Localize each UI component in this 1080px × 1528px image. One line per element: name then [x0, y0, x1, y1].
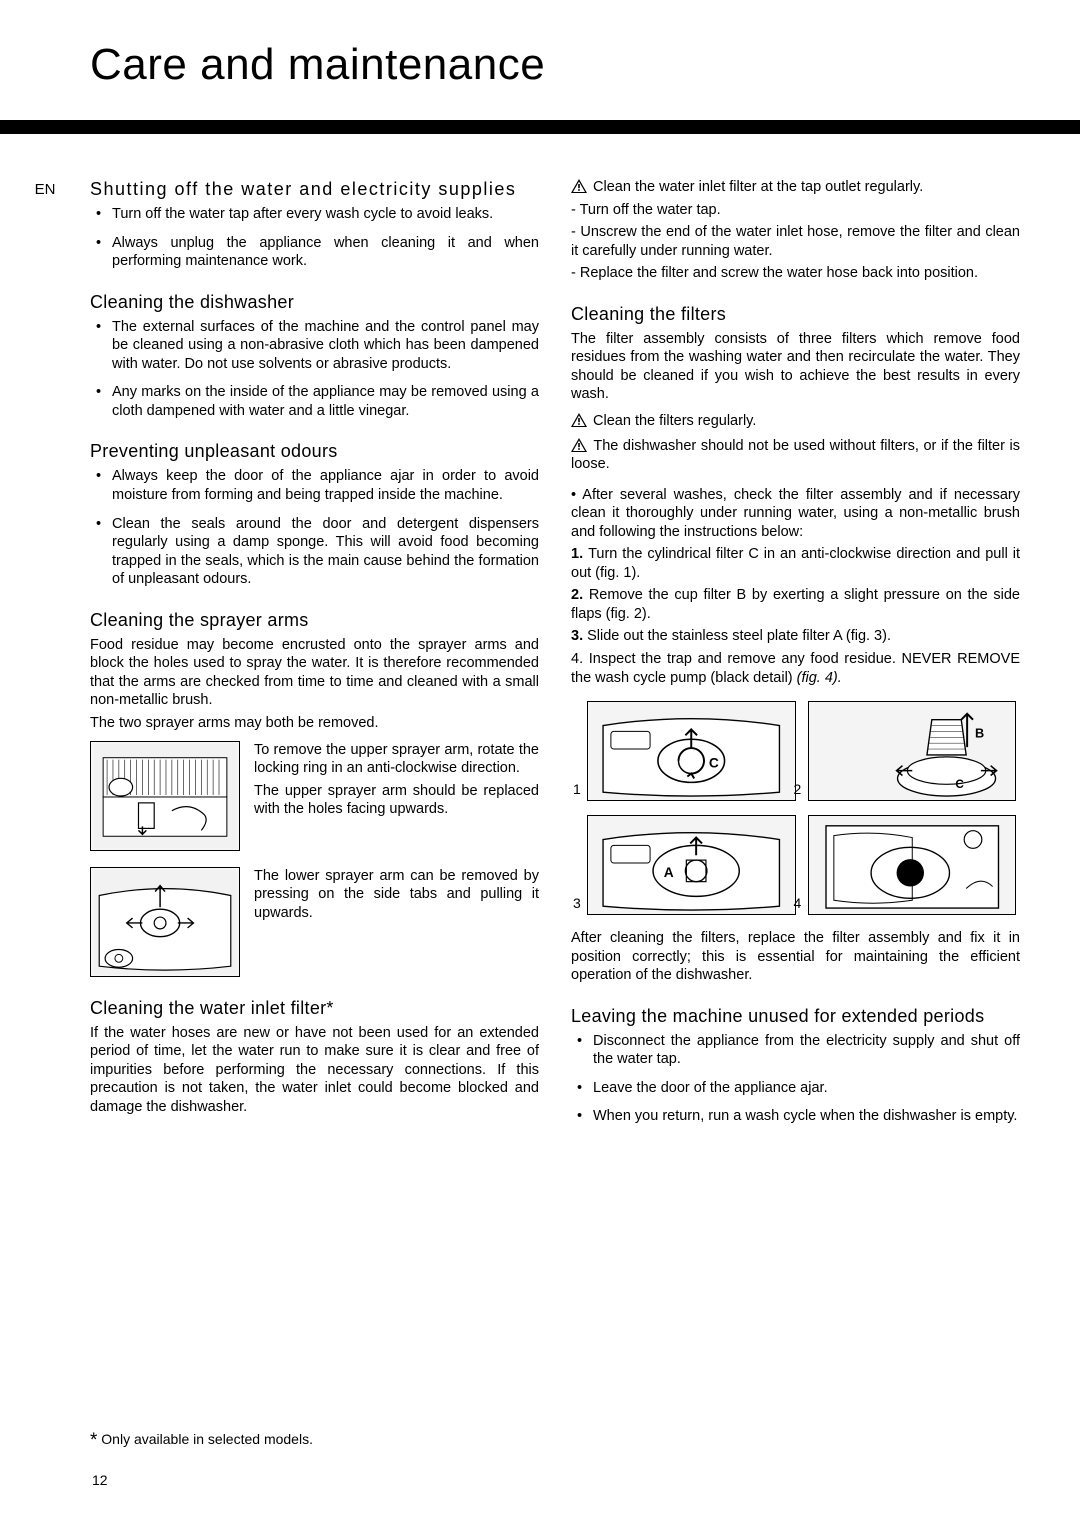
left-column: Shutting off the water and electricity s… — [90, 178, 539, 1146]
page-number: 12 — [92, 1472, 108, 1488]
list-item: Always unplug the appliance when cleanin… — [112, 234, 539, 271]
footnote: * Only available in selected models. — [90, 1430, 313, 1452]
warning-icon — [571, 179, 587, 193]
warning-icon — [571, 438, 587, 452]
language-sidebar: EN — [0, 178, 90, 1146]
figure-number: 1 — [573, 781, 581, 799]
inlet-filter-steps: Clean the water inlet filter at the tap … — [571, 178, 1020, 283]
step-line: - Unscrew the end of the water inlet hos… — [571, 223, 1020, 260]
list-item: Disconnect the appliance from the electr… — [593, 1032, 1020, 1069]
paragraph: • After several washes, check the filter… — [571, 486, 1020, 542]
figure-2: B C — [808, 701, 1017, 801]
svg-text:B: B — [974, 725, 983, 740]
section-cleaning-filters: Cleaning the filters The filter assembly… — [571, 303, 1020, 985]
section-odours: Preventing unpleasant odours Always keep… — [90, 440, 539, 588]
list-item: The external surfaces of the machine and… — [112, 318, 539, 374]
section-heading: Shutting off the water and electricity s… — [90, 178, 539, 201]
list-item: Always keep the door of the appliance aj… — [112, 467, 539, 504]
list-item: Any marks on the inside of the appliance… — [112, 383, 539, 420]
section-heading: Preventing unpleasant odours — [90, 440, 539, 463]
content-area: EN Shutting off the water and electricit… — [0, 134, 1080, 1146]
figure-lower-arm — [90, 867, 240, 977]
paragraph: To remove the upper sprayer arm, rotate … — [254, 741, 539, 778]
asterisk-icon: * — [90, 1430, 97, 1451]
warning-text: Clean the water inlet filter at the tap … — [593, 179, 923, 195]
list-item: Turn off the water tap after every wash … — [112, 205, 539, 224]
section-heading: Leaving the machine unused for extended … — [571, 1005, 1020, 1028]
figure-3: A — [587, 815, 796, 915]
language-code: EN — [30, 180, 61, 199]
section-heading: Cleaning the water inlet filter* — [90, 997, 539, 1020]
section-heading: Cleaning the sprayer arms — [90, 609, 539, 632]
warning-line: The dishwasher should not be used withou… — [571, 437, 1020, 474]
section-heading: Cleaning the dishwasher — [90, 291, 539, 314]
list-item: Leave the door of the appliance ajar. — [593, 1079, 1020, 1098]
figure-upper-arm — [90, 741, 240, 851]
warning-text: The dishwasher should not be used withou… — [571, 438, 1020, 473]
step: 2. Remove the cup filter B by exerting a… — [571, 586, 1020, 623]
svg-text:C: C — [709, 756, 719, 771]
paragraph: The upper sprayer arm should be replaced… — [254, 782, 539, 819]
paragraph: If the water hoses are new or have not b… — [90, 1024, 539, 1117]
svg-text:A: A — [664, 865, 674, 880]
step: 1. Turn the cylindrical filter C in an a… — [571, 545, 1020, 582]
svg-text:C: C — [955, 778, 964, 791]
page-title: Care and maintenance — [0, 0, 1080, 90]
columns: Shutting off the water and electricity s… — [90, 178, 1020, 1146]
section-cleaning-dishwasher: Cleaning the dishwasher The external sur… — [90, 291, 539, 421]
section-supplies: Shutting off the water and electricity s… — [90, 178, 539, 271]
paragraph: After cleaning the filters, replace the … — [571, 929, 1020, 985]
section-unused: Leaving the machine unused for extended … — [571, 1005, 1020, 1126]
paragraph: The lower sprayer arm can be removed by … — [254, 867, 539, 923]
warning-line: Clean the water inlet filter at the tap … — [571, 178, 1020, 197]
section-heading: Cleaning the filters — [571, 303, 1020, 326]
section-sprayer-arms: Cleaning the sprayer arms Food residue m… — [90, 609, 539, 977]
figure-number: 4 — [794, 895, 802, 913]
warning-line: Clean the filters regularly. — [571, 412, 1020, 431]
figure-number: 3 — [573, 895, 581, 913]
paragraph: Food residue may become encrusted onto t… — [90, 636, 539, 710]
warning-icon — [571, 413, 587, 427]
list-item: When you return, run a wash cycle when t… — [593, 1107, 1020, 1126]
figure-1: C — [587, 701, 796, 801]
step: 3. Slide out the stainless steel plate f… — [571, 627, 1020, 646]
footnote-text: Only available in selected models. — [101, 1431, 313, 1447]
paragraph: The filter assembly consists of three fi… — [571, 330, 1020, 404]
right-column: Clean the water inlet filter at the tap … — [571, 178, 1020, 1146]
figure-4 — [808, 815, 1017, 915]
warning-text: Clean the filters regularly. — [593, 413, 756, 429]
section-inlet-filter: Cleaning the water inlet filter* If the … — [90, 997, 539, 1117]
step: 4. Inspect the trap and remove any food … — [571, 650, 1020, 687]
paragraph: The two sprayer arms may both be removed… — [90, 714, 539, 733]
figure-number: 2 — [794, 781, 802, 799]
step-line: - Turn off the water tap. — [571, 201, 1020, 220]
divider-bar — [0, 120, 1080, 134]
step-line: - Replace the filter and screw the water… — [571, 264, 1020, 283]
list-item: Clean the seals around the door and dete… — [112, 515, 539, 589]
